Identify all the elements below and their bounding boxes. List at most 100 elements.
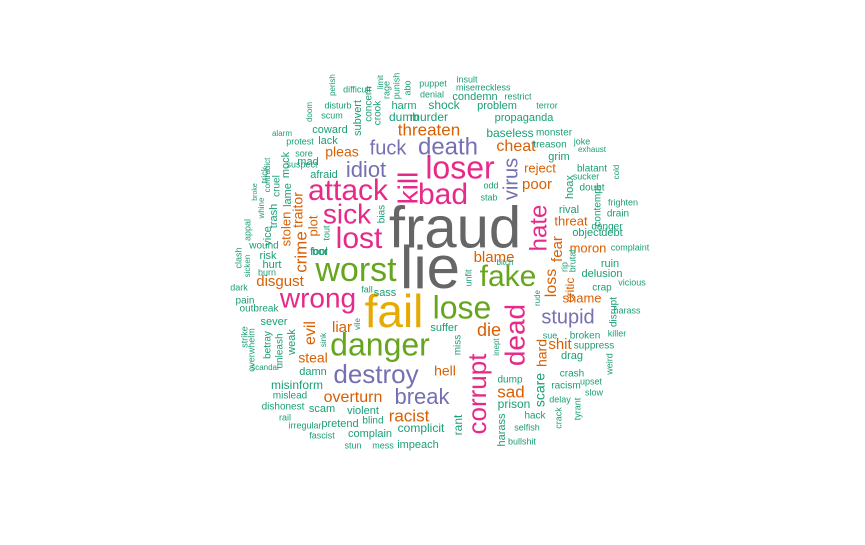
word-moron: moron xyxy=(570,240,607,255)
word-mock: mock xyxy=(280,151,292,178)
word-prison: prison xyxy=(498,397,531,411)
word-grim: grim xyxy=(548,151,569,163)
word-death: death xyxy=(418,133,478,160)
word-monster: monster xyxy=(536,128,573,139)
word-fraud: fraud xyxy=(389,195,521,260)
word-ruin: ruin xyxy=(601,258,619,270)
word-contradict: contradict xyxy=(263,157,272,192)
word-scare: scare xyxy=(532,373,548,407)
word-bullshit: bullshit xyxy=(508,436,537,446)
word-hard: hard xyxy=(534,339,550,367)
word-murder: murder xyxy=(410,110,448,124)
word-insult: insult xyxy=(456,74,478,84)
word-threaten: threaten xyxy=(398,120,460,139)
word-suspect: suspect xyxy=(286,159,318,169)
word-tyrant: tyrant xyxy=(572,397,582,420)
word-unleash: unleash xyxy=(275,333,286,368)
word-scandal: scandal xyxy=(251,363,279,372)
word-pleas: pleas xyxy=(325,144,358,160)
word-selfish: selfish xyxy=(514,422,540,432)
word-blind: blind xyxy=(362,416,383,427)
word-crook: crook xyxy=(373,100,384,125)
word-danger: danger xyxy=(591,222,623,233)
word-crap: crap xyxy=(592,283,612,294)
word-racism: racism xyxy=(551,381,580,392)
word-upset: upset xyxy=(580,376,603,386)
word-debt: debt xyxy=(601,227,622,239)
word-sore: sore xyxy=(295,148,313,158)
word-suppress: suppress xyxy=(574,341,615,352)
word-condemn: condemn xyxy=(452,91,497,103)
word-reckless: reckless xyxy=(477,82,511,92)
word-miser: miser xyxy=(456,82,478,92)
word-weak: weak xyxy=(286,329,298,356)
word-alarm: alarm xyxy=(272,129,292,138)
word-restrict: restrict xyxy=(505,91,532,101)
word-coward: coward xyxy=(312,124,347,136)
word-harass: harass xyxy=(613,305,641,315)
word-hell: hell xyxy=(434,363,456,379)
word-dump: dump xyxy=(497,375,522,386)
word-destroy: destroy xyxy=(333,359,418,389)
word-corrupt: corrupt xyxy=(462,353,492,435)
word-disturb: disturb xyxy=(324,100,351,110)
word-virus: virus xyxy=(500,158,522,200)
word-blame: blame xyxy=(474,249,515,266)
word-overwhelm: overwhelm xyxy=(246,328,256,372)
word-punish: punish xyxy=(391,73,401,100)
word-crash: crash xyxy=(560,369,584,380)
word-clash: clash xyxy=(233,247,243,268)
word-bad: bad xyxy=(418,178,468,211)
word-unfit: unfit xyxy=(463,269,473,287)
word-sucker: sucker xyxy=(573,171,600,181)
word-wound: wound xyxy=(248,241,278,252)
word-racist: racist xyxy=(389,406,430,425)
word-break: break xyxy=(394,384,450,409)
word-threat: threat xyxy=(554,213,588,228)
word-tout: tout xyxy=(321,225,331,241)
word-contempt: contempt xyxy=(593,185,604,226)
word-trash: trash xyxy=(268,204,280,228)
word-terror: terror xyxy=(536,100,558,110)
word-stolen: stolen xyxy=(278,212,293,247)
word-strike: strike xyxy=(239,326,249,348)
word-sick: sick xyxy=(323,198,372,229)
word-odd: odd xyxy=(483,180,498,190)
word-loser: loser xyxy=(425,149,495,185)
word-shock: shock xyxy=(428,98,460,112)
word-crime: crime xyxy=(291,231,310,273)
word-treason: treason xyxy=(533,140,566,151)
word-disgust: disgust xyxy=(256,273,304,290)
word-fake: fake xyxy=(480,260,537,293)
word-pretend: pretend xyxy=(321,418,358,430)
word-sass: sass xyxy=(374,287,397,299)
word-dumb: dumb xyxy=(389,110,419,124)
word-appal: appal xyxy=(242,219,252,241)
word-betray: betray xyxy=(263,331,274,359)
word-die: die xyxy=(477,320,501,340)
word-broken: broken xyxy=(570,331,601,342)
word-burn: burn xyxy=(258,267,276,277)
word-liar: liar xyxy=(332,319,352,336)
word-loss: loss xyxy=(543,269,560,297)
word-sicken: sicken xyxy=(243,255,252,278)
word-irregular: irregular xyxy=(288,420,321,430)
word-lose: lose xyxy=(433,289,492,325)
word-bias: bias xyxy=(377,205,388,223)
word-critic: critic xyxy=(563,278,577,303)
word-subvert: subvert xyxy=(352,100,364,136)
word-impeach: impeach xyxy=(397,439,439,451)
word-afraid: afraid xyxy=(310,169,338,181)
word-mad: mad xyxy=(297,156,318,168)
word-problem: problem xyxy=(477,100,517,112)
word-steal: steal xyxy=(298,350,328,366)
word-puppet: puppet xyxy=(419,78,447,88)
word-scam: scam xyxy=(309,403,335,415)
word-propaganda: propaganda xyxy=(495,112,555,124)
word-kill: kill xyxy=(392,172,423,205)
word-vile: vile xyxy=(353,317,362,330)
word-object: object xyxy=(572,227,601,239)
word-wrong: wrong xyxy=(279,282,356,313)
